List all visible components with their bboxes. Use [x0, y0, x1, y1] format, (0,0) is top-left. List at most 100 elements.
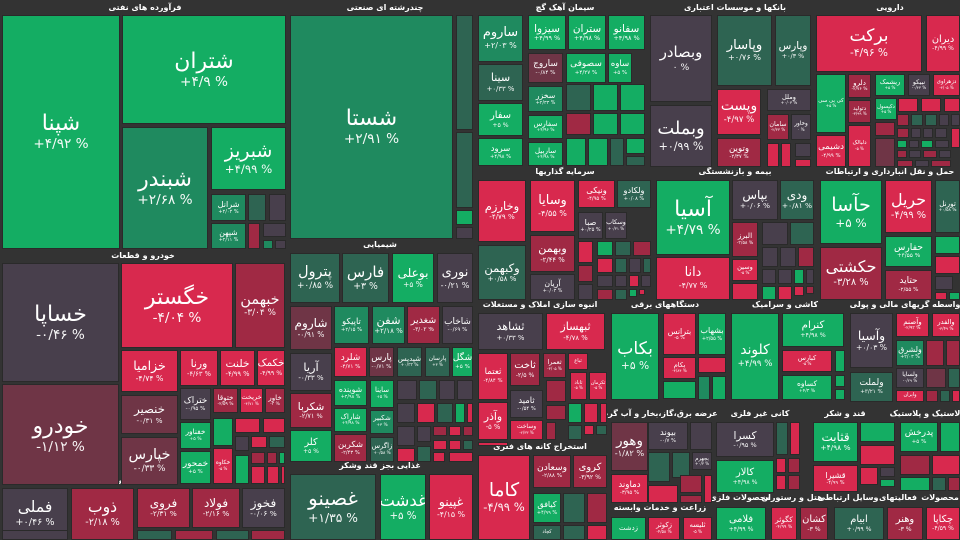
stock-tile[interactable]: وپارس +۰/۳ %	[775, 15, 811, 86]
stock-tile[interactable]	[732, 283, 758, 300]
stock-tile[interactable]	[463, 440, 473, 450]
stock-tile[interactable]	[835, 389, 845, 400]
stock-tile[interactable]: وآصنم -۲/۹۳ %	[896, 313, 929, 337]
stock-tile[interactable]	[597, 289, 613, 300]
stock-tile[interactable]	[788, 458, 800, 473]
stock-tile[interactable]	[921, 98, 941, 112]
stock-tile[interactable]	[620, 113, 645, 135]
stock-tile[interactable]	[643, 258, 651, 273]
stock-tile[interactable]	[835, 350, 845, 372]
stock-tile[interactable]	[778, 286, 792, 300]
stock-tile[interactable]: پدرخش +۵ %	[900, 422, 938, 452]
stock-tile[interactable]	[951, 114, 960, 126]
stock-tile[interactable]	[251, 452, 265, 464]
stock-tile[interactable]: شاخاب -۰/۶۹ %	[442, 306, 473, 344]
stock-tile[interactable]	[948, 368, 960, 388]
stock-tile[interactable]	[597, 275, 613, 287]
stock-tile[interactable]	[578, 265, 593, 282]
stock-tile[interactable]: شاروم -۰/۹۱ %	[290, 306, 332, 350]
stock-tile[interactable]	[926, 368, 946, 388]
stock-tile[interactable]: حفارس +۴/۵۵ %	[885, 236, 932, 267]
stock-tile[interactable]	[397, 403, 415, 423]
stock-tile[interactable]: دماوند -۳/۹۵ %	[611, 474, 648, 503]
stock-tile[interactable]	[926, 340, 944, 366]
stock-tile[interactable]: ثلیسه -۵ %	[683, 517, 712, 540]
stock-tile[interactable]: ودی +۰/۸۱ %	[780, 180, 814, 220]
stock-tile[interactable]: شاراک +۴/۹۸ %	[334, 408, 367, 432]
stock-tile[interactable]: شپهن +۲/۱۱ %	[211, 223, 246, 249]
stock-tile[interactable]	[269, 194, 286, 221]
stock-tile[interactable]: ثباغ	[568, 353, 588, 370]
stock-tile[interactable]	[948, 477, 960, 491]
stock-tile[interactable]: خلنت -۴/۹۹ %	[220, 350, 255, 386]
stock-tile[interactable]: ورنا -۴/۶۳ %	[180, 350, 218, 386]
stock-tile[interactable]: سامان -۲/۳۳ %	[767, 114, 789, 140]
stock-tile[interactable]: البرز -۲/۵۸ %	[732, 222, 758, 257]
stock-tile[interactable]: دتولید -۳/۹۹ %	[848, 100, 871, 123]
stock-tile[interactable]: قشیرا -۴/۹۹ %	[813, 465, 858, 492]
stock-tile[interactable]	[216, 530, 249, 540]
stock-tile[interactable]: خپارس -۰/۳۳ %	[121, 437, 178, 485]
stock-tile[interactable]: قثابت +۴/۹۸ %	[813, 422, 858, 462]
stock-tile[interactable]: شستا +۲/۹۱ %	[290, 15, 453, 239]
stock-tile[interactable]: ابیام +۰/۹۹ %	[834, 507, 884, 540]
stock-tile[interactable]: دلرو -۲/۷۶ %	[848, 74, 871, 98]
stock-tile[interactable]: ثاخت -۲/۵ %	[510, 353, 540, 386]
stock-tile[interactable]	[915, 160, 929, 167]
stock-tile[interactable]: وبصادر ۰ %	[650, 15, 712, 102]
stock-tile[interactable]	[633, 241, 651, 256]
stock-tile[interactable]	[776, 475, 786, 490]
stock-tile[interactable]: سخزر +۲/۳۳ %	[528, 86, 563, 112]
stock-tile[interactable]: سفار +۵ %	[478, 103, 523, 136]
stock-tile[interactable]	[897, 160, 913, 167]
stock-tile[interactable]	[762, 269, 776, 284]
stock-tile[interactable]	[620, 84, 645, 111]
stock-tile[interactable]: ستران +۴/۹۸ %	[568, 15, 606, 50]
stock-tile[interactable]: وخاور ۰ %	[791, 114, 811, 140]
stock-tile[interactable]: سرود +۴/۹۸ %	[478, 138, 523, 166]
stock-tile[interactable]	[776, 458, 786, 473]
stock-tile[interactable]: بوعلی +۵ %	[392, 253, 434, 303]
stock-tile[interactable]	[546, 422, 556, 440]
stock-tile[interactable]: وهور -۱/۸۲ %	[611, 422, 648, 471]
stock-tile[interactable]	[944, 98, 960, 112]
stock-tile[interactable]	[566, 138, 586, 166]
stock-tile[interactable]: پترول +۰/۸۵ %	[290, 253, 340, 303]
stock-tile[interactable]: خساپا -۰/۴۶ %	[2, 263, 119, 382]
stock-tile[interactable]	[615, 241, 631, 256]
stock-tile[interactable]: خمحور +۵ %	[180, 451, 211, 484]
stock-tile[interactable]	[455, 403, 465, 423]
stock-tile[interactable]	[949, 292, 960, 300]
stock-tile[interactable]	[563, 493, 585, 523]
stock-tile[interactable]: وسعادن -۲/۸۸ %	[533, 455, 571, 488]
stock-tile[interactable]	[648, 485, 678, 503]
stock-tile[interactable]	[248, 194, 266, 221]
stock-tile[interactable]: کگوثر -۴/۹۹ %	[771, 507, 797, 540]
stock-tile[interactable]	[698, 376, 710, 400]
stock-tile[interactable]	[690, 422, 712, 450]
stock-tile[interactable]: دیران -۴/۹۹ %	[926, 15, 960, 72]
stock-tile[interactable]	[767, 143, 779, 167]
stock-tile[interactable]: ثعمرا -۳/۰۵ %	[543, 353, 566, 378]
stock-tile[interactable]: شغدیر -۳/۰۲ %	[407, 306, 440, 344]
stock-tile[interactable]	[467, 403, 473, 423]
stock-tile[interactable]	[762, 286, 776, 300]
stock-tile[interactable]	[875, 138, 895, 167]
stock-tile[interactable]	[900, 477, 930, 491]
stock-tile[interactable]: خگستر -۴/۰۴ %	[121, 263, 233, 348]
stock-tile[interactable]	[449, 426, 461, 436]
stock-tile[interactable]: پارس -۰/۷۱ %	[369, 347, 394, 377]
stock-tile[interactable]: وتوین -۲/۳۷ %	[717, 138, 761, 167]
stock-tile[interactable]: وسایا -۴/۵۵ %	[530, 180, 575, 232]
stock-tile[interactable]: بشهاب +۲/۵۵ %	[698, 313, 726, 355]
stock-tile[interactable]: شبندر +۲/۶۸ %	[122, 127, 208, 249]
stock-tile[interactable]	[2, 530, 68, 540]
stock-tile[interactable]: وخارزم -۴/۷۹ %	[478, 180, 526, 242]
stock-tile[interactable]: ساوه +۵ %	[608, 53, 632, 83]
stock-tile[interactable]	[566, 84, 591, 111]
stock-tile[interactable]	[235, 418, 260, 433]
stock-tile[interactable]	[397, 448, 415, 462]
stock-tile[interactable]: وملل +۰/۰۳ %	[767, 89, 811, 111]
stock-tile[interactable]	[648, 452, 670, 482]
stock-tile[interactable]	[923, 128, 933, 138]
